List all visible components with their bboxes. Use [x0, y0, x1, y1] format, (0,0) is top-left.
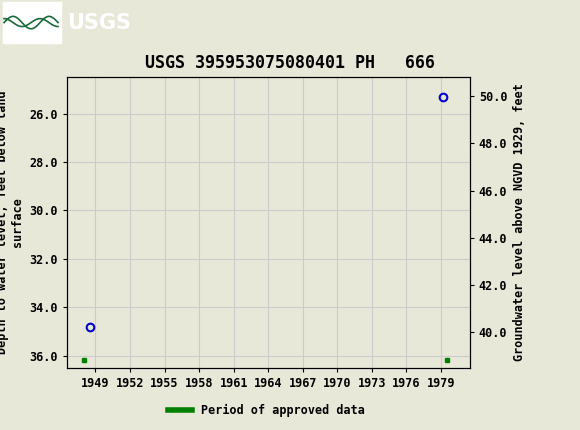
- Text: USGS 395953075080401 PH   666: USGS 395953075080401 PH 666: [145, 54, 435, 72]
- FancyBboxPatch shape: [3, 2, 61, 43]
- Y-axis label: Groundwater level above NGVD 1929, feet: Groundwater level above NGVD 1929, feet: [513, 83, 526, 362]
- Y-axis label: Depth to water level, feet below land
surface: Depth to water level, feet below land su…: [0, 91, 24, 354]
- Legend: Period of approved data: Period of approved data: [164, 399, 370, 422]
- Text: USGS: USGS: [67, 12, 130, 33]
